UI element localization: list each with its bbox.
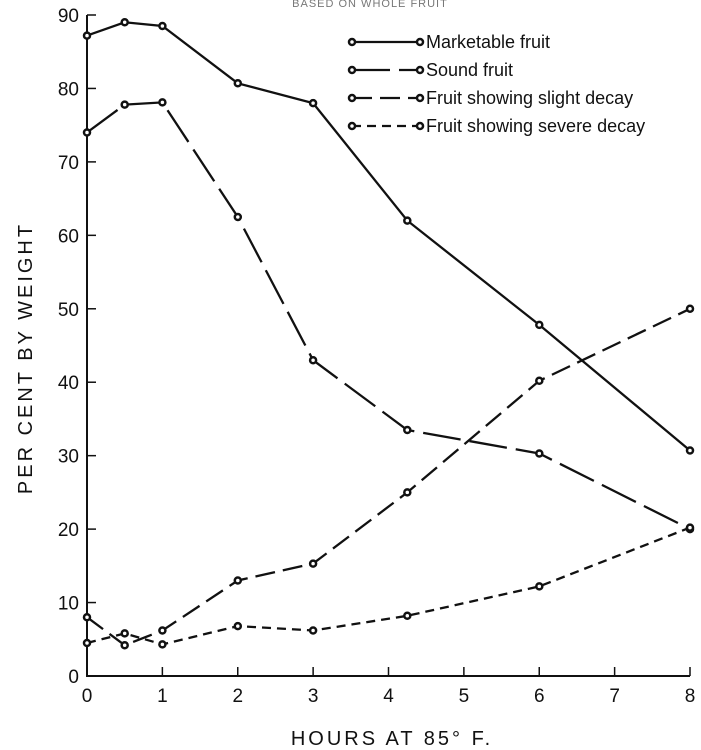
data-point [535,376,544,386]
data-point [82,31,92,40]
legend-item: Fruit showing severe decay [347,116,645,136]
legend-label: Sound fruit [426,60,513,80]
legend-marker [347,93,357,103]
series-line [86,526,691,646]
series-line [86,101,691,531]
data-point [535,582,544,591]
legend-label: Fruit showing severe decay [426,116,645,136]
legend-item: Sound fruit [347,60,513,80]
series-4 [82,523,695,649]
x-tick-label: 4 [383,686,394,707]
x-tick-label: 2 [232,686,243,707]
legend-marker [347,37,357,47]
legend-marker [415,93,425,103]
data-point [233,576,243,585]
data-point [158,626,167,635]
series-line [86,307,691,647]
data-point [233,79,243,88]
y-tick-label: 50 [58,300,79,321]
axis-frame [86,15,690,677]
data-point [403,611,412,621]
legend-item: Marketable fruit [347,32,550,52]
series-2 [82,98,695,534]
data-point [685,304,695,314]
legend-label: Fruit showing slight decay [426,88,633,108]
y-axis-title: PER CENT BY WEIGHT [15,222,37,494]
series-line [86,21,691,452]
data-point [82,612,92,622]
data-point [120,18,129,27]
legend-marker [347,65,357,75]
x-tick-label: 7 [609,686,620,707]
legend-item: Fruit showing slight decay [347,88,633,108]
data-point [535,320,544,330]
y-tick-label: 60 [58,226,79,247]
y-tick-label: 70 [58,153,79,174]
y-tick-label: 10 [58,594,79,615]
data-point [685,523,695,532]
data-point [308,559,318,568]
y-tick-label: 80 [58,79,79,100]
x-tick-label: 6 [534,686,545,707]
legend-label: Marketable fruit [426,32,550,52]
data-point [158,21,167,31]
y-tick-label: 20 [58,520,79,541]
data-point [308,98,318,108]
x-tick-label: 1 [157,686,168,707]
data-point [120,629,129,638]
data-point [233,621,243,631]
legend-marker [415,121,425,131]
data-point [685,446,695,455]
legend: Marketable fruit Sound fruit Fruit showing… [347,32,645,136]
data-point [82,638,92,648]
top-caption: BASED ON WHOLE FRUIT [292,0,448,10]
legend-marker [415,37,425,47]
y-tick-label: 30 [58,447,79,468]
series-layer [82,18,695,650]
series-3 [82,304,695,650]
data-point [535,449,544,458]
x-tick-label: 8 [685,686,696,707]
data-point [120,100,129,109]
data-point [403,216,412,225]
x-tick-label: 3 [308,686,319,707]
data-point [158,640,167,649]
data-point [233,212,243,222]
x-tick-label: 0 [82,686,93,707]
data-point [158,98,167,107]
series-1 [82,18,695,455]
legend-marker [347,121,357,131]
y-tick-label: 40 [58,373,79,394]
y-tick-label: 0 [68,667,79,688]
data-point [120,640,129,650]
data-point [308,626,318,635]
axes: 0 10 20 30 40 50 60 70 80 90 0 1 2 3 4 5 6 7 8 [58,6,695,707]
data-point [403,488,412,497]
legend-marker [415,65,425,75]
data-point [82,128,92,137]
x-tick-label: 5 [459,686,470,707]
y-tick-label: 90 [58,6,79,27]
data-point [403,425,412,435]
data-point [308,355,318,365]
x-axis-title: HOURS AT 85° F. [291,728,493,750]
